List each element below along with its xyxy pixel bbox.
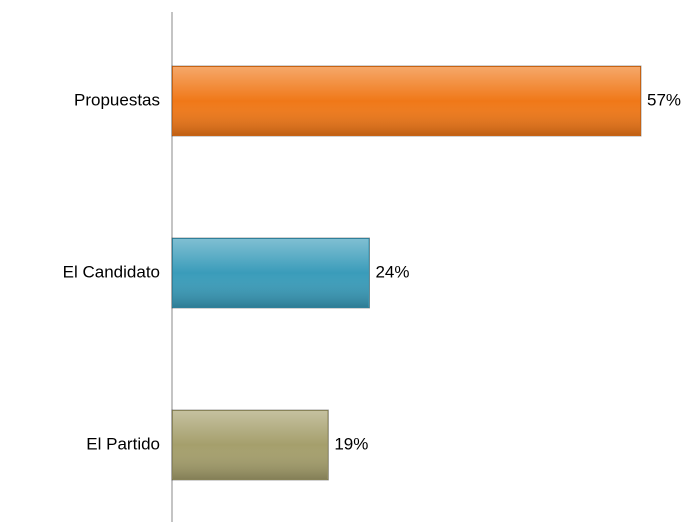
bar-shine (173, 239, 369, 307)
bar-shine (173, 411, 328, 479)
category-label: El Partido (86, 434, 160, 453)
category-label: Propuestas (74, 90, 160, 109)
category-label: El Candidato (63, 262, 160, 281)
value-label: 24% (375, 262, 409, 281)
value-label: 19% (334, 434, 368, 453)
bar-shine (173, 67, 640, 135)
value-label: 57% (647, 90, 681, 109)
